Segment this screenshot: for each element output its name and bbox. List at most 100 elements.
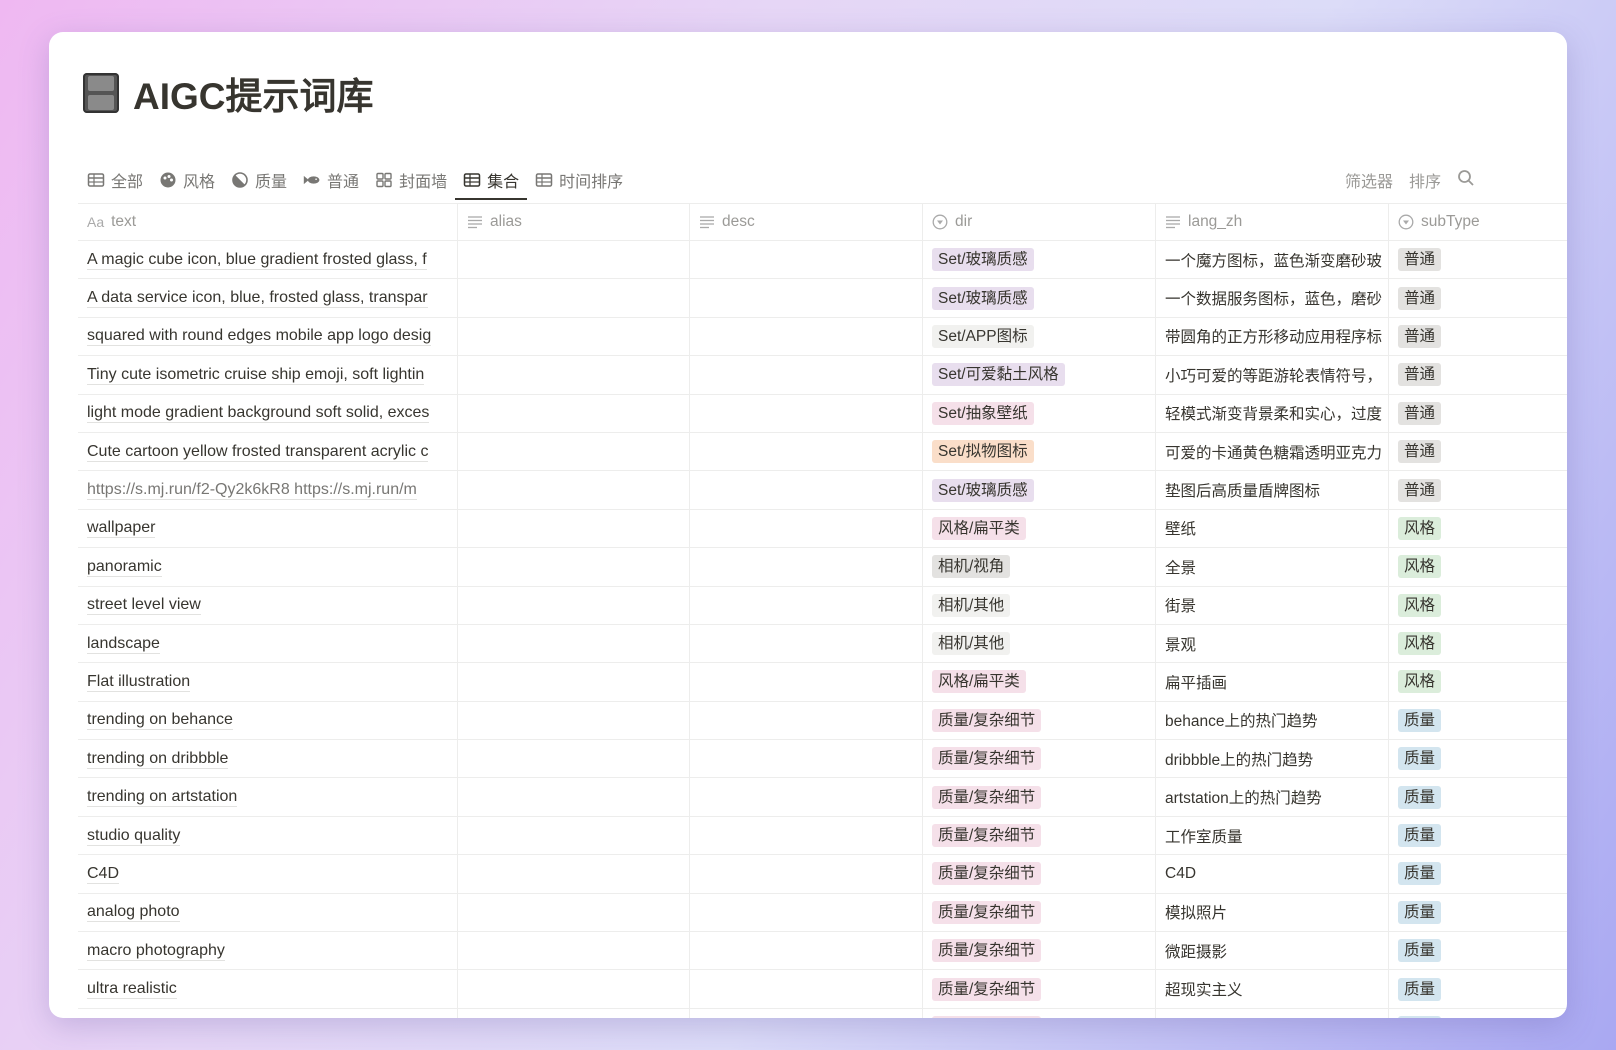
row-title[interactable]: Cute cartoon yellow frosted transparent … bbox=[87, 442, 429, 462]
subtype-cell[interactable]: 普通 bbox=[1389, 395, 1567, 432]
text-cell[interactable]: landscape bbox=[78, 624, 458, 663]
text-cell[interactable]: ultra realistic bbox=[78, 970, 458, 1008]
subtype-cell[interactable]: 风格 bbox=[1389, 663, 1567, 700]
desc-cell[interactable] bbox=[690, 932, 923, 970]
desc-cell[interactable] bbox=[690, 970, 923, 1008]
row-title[interactable]: light mode gradient background soft soli… bbox=[87, 404, 430, 424]
filter-button[interactable]: 筛选器 bbox=[1344, 174, 1393, 191]
alias-cell[interactable] bbox=[458, 816, 690, 855]
alias-cell[interactable] bbox=[458, 893, 690, 932]
subtype-cell[interactable]: 质量 bbox=[1389, 1009, 1567, 1018]
lang-zh-cell[interactable]: dribbble上的热门趋势 bbox=[1156, 740, 1389, 778]
alias-cell[interactable] bbox=[458, 970, 690, 1008]
row-title[interactable]: street level view bbox=[87, 596, 201, 616]
alias-cell[interactable] bbox=[458, 548, 690, 586]
row-title[interactable]: Tiny cute isometric cruise ship emoji, s… bbox=[87, 365, 425, 385]
row-title[interactable]: trending on artstation bbox=[87, 788, 238, 808]
desc-cell[interactable] bbox=[690, 241, 923, 279]
sort-button[interactable]: 排序 bbox=[1408, 174, 1441, 191]
row-title[interactable]: A data service icon, blue, frosted glass… bbox=[87, 289, 428, 309]
dir-cell[interactable]: 质量/复杂细节 bbox=[923, 970, 1156, 1008]
text-cell[interactable]: trending on behance bbox=[78, 701, 458, 740]
table-row[interactable]: Flat illustration 风格/扁平类 扁平插画 风格 bbox=[78, 663, 1567, 702]
dir-cell[interactable]: Set/玻璃质感 bbox=[923, 241, 1156, 279]
tab-1[interactable]: 风格 bbox=[151, 158, 223, 202]
desc-cell[interactable] bbox=[690, 586, 923, 624]
text-cell[interactable]: street level view bbox=[78, 586, 458, 624]
text-cell[interactable]: analog photo bbox=[78, 893, 458, 932]
dir-cell[interactable]: 风格/扁平类 bbox=[923, 663, 1156, 701]
dir-cell[interactable]: Set/抽象壁纸 bbox=[923, 394, 1156, 432]
row-title[interactable]: macro photography bbox=[87, 941, 225, 961]
dir-cell[interactable]: 质量/复杂细节 bbox=[923, 932, 1156, 970]
subtype-cell[interactable]: 质量 bbox=[1389, 740, 1567, 777]
alias-cell[interactable] bbox=[458, 317, 690, 356]
text-cell[interactable]: Tiny cute isometric cruise ship emoji, s… bbox=[78, 356, 458, 394]
dir-cell[interactable]: Set/玻璃质感 bbox=[923, 279, 1156, 317]
lang-zh-cell[interactable]: 壁纸 bbox=[1156, 509, 1389, 548]
row-title[interactable]: panoramic bbox=[87, 557, 162, 577]
tab-5[interactable]: 集合 bbox=[455, 158, 528, 202]
subtype-cell[interactable]: 风格 bbox=[1389, 587, 1567, 624]
subtype-cell[interactable]: 风格 bbox=[1389, 510, 1567, 547]
table-row[interactable]: https://s.mj.run/f2-Qy2k6kR8 https://s.m… bbox=[78, 471, 1567, 510]
subtype-cell[interactable]: 风格 bbox=[1389, 625, 1567, 662]
table-row[interactable]: squared with round edges mobile app logo… bbox=[78, 317, 1567, 357]
subtype-cell[interactable]: 质量 bbox=[1389, 855, 1567, 892]
dir-cell[interactable]: 质量/复杂细节 bbox=[923, 893, 1156, 932]
subtype-cell[interactable]: 质量 bbox=[1389, 932, 1567, 969]
column-header-subType[interactable]: subType bbox=[1389, 204, 1567, 240]
subtype-cell[interactable]: 普通 bbox=[1389, 279, 1567, 316]
table-row[interactable]: trending on dribbble 质量/复杂细节 dribbble上的热… bbox=[78, 740, 1567, 779]
link-text[interactable]: https://s.mj.run/f2-Qy2k6kR8 https://s.m… bbox=[87, 481, 417, 501]
dir-cell[interactable]: Set/APP图标 bbox=[923, 317, 1156, 356]
subtype-cell[interactable]: 质量 bbox=[1389, 970, 1567, 1007]
desc-cell[interactable] bbox=[690, 432, 923, 471]
text-cell[interactable]: panoramic bbox=[78, 548, 458, 586]
subtype-cell[interactable]: 普通 bbox=[1389, 318, 1567, 355]
row-title[interactable]: ultra realistic bbox=[87, 980, 177, 1000]
alias-cell[interactable] bbox=[458, 778, 690, 816]
text-cell[interactable]: light mode gradient background soft soli… bbox=[78, 394, 458, 432]
alias-cell[interactable] bbox=[458, 432, 690, 471]
column-header-desc[interactable]: desc bbox=[690, 204, 923, 240]
tab-2[interactable]: 质量 bbox=[223, 158, 295, 202]
desc-cell[interactable] bbox=[690, 663, 923, 701]
row-title[interactable]: squared with round edges mobile app logo… bbox=[87, 327, 432, 347]
dir-cell[interactable]: 质量/复杂细节 bbox=[923, 1008, 1156, 1018]
column-header-alias[interactable]: alias bbox=[458, 204, 690, 240]
dir-cell[interactable]: Set/玻璃质感 bbox=[923, 471, 1156, 509]
lang-zh-cell[interactable]: 工作室质量 bbox=[1156, 816, 1389, 855]
table-row[interactable]: trending on artstation 质量/复杂细节 artstatio… bbox=[78, 778, 1567, 817]
alias-cell[interactable] bbox=[458, 356, 690, 394]
row-title[interactable]: trending on dribbble bbox=[87, 749, 229, 769]
text-cell[interactable]: studio quality bbox=[78, 816, 458, 855]
desc-cell[interactable] bbox=[690, 509, 923, 548]
lang-zh-cell[interactable]: artstation上的热门趋势 bbox=[1156, 778, 1389, 816]
lang-zh-cell[interactable]: 小巧可爱的等距游轮表情符号， bbox=[1156, 356, 1389, 394]
alias-cell[interactable] bbox=[458, 471, 690, 509]
subtype-cell[interactable]: 质量 bbox=[1389, 817, 1567, 854]
table-row[interactable]: wallpaper 风格/扁平类 壁纸 风格 bbox=[78, 509, 1567, 549]
table-row[interactable]: A magic cube icon, blue gradient frosted… bbox=[78, 241, 1567, 280]
subtype-cell[interactable]: 普通 bbox=[1389, 241, 1567, 278]
dir-cell[interactable]: 相机/其他 bbox=[923, 624, 1156, 663]
subtype-cell[interactable]: 质量 bbox=[1389, 778, 1567, 815]
dir-cell[interactable]: 质量/复杂细节 bbox=[923, 778, 1156, 816]
column-header-dir[interactable]: dir bbox=[923, 204, 1156, 240]
row-title[interactable]: Flat illustration bbox=[87, 672, 191, 692]
desc-cell[interactable] bbox=[690, 548, 923, 586]
desc-cell[interactable] bbox=[690, 1008, 923, 1018]
row-title[interactable]: studio quality bbox=[87, 826, 181, 846]
text-cell[interactable]: squared with round edges mobile app logo… bbox=[78, 317, 458, 356]
alias-cell[interactable] bbox=[458, 241, 690, 279]
table-row[interactable]: studio quality 质量/复杂细节 工作室质量 质量 bbox=[78, 816, 1567, 856]
text-cell[interactable]: Cute cartoon yellow frosted transparent … bbox=[78, 432, 458, 471]
tab-6[interactable]: 时间排序 bbox=[527, 158, 631, 202]
text-cell[interactable]: trending on artstation bbox=[78, 778, 458, 816]
text-cell[interactable]: macro photography bbox=[78, 932, 458, 970]
alias-cell[interactable] bbox=[458, 279, 690, 317]
text-cell[interactable]: Flat illustration bbox=[78, 663, 458, 701]
desc-cell[interactable] bbox=[690, 471, 923, 509]
dir-cell[interactable]: 相机/其他 bbox=[923, 586, 1156, 624]
